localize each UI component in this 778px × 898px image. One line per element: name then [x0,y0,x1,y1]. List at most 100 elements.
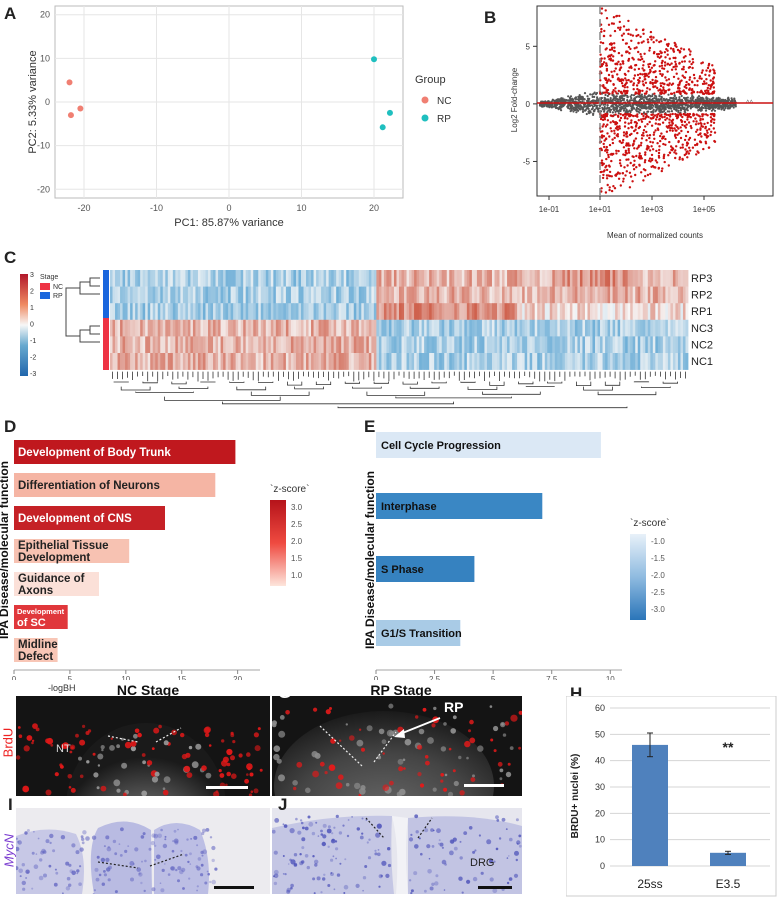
panel-label-a: A [4,4,17,23]
panel-e-xtick: 10 [606,675,615,680]
panel-a-point-rp [386,109,393,116]
panel-e-bar [376,620,461,646]
panel-h-xtick: E3.5 [716,877,741,891]
panel-label-e: E [364,417,376,436]
panel-d-bar [14,539,130,563]
panel-d-bar [14,506,165,530]
panel-c-row-label-rp2: RP2 [691,290,712,302]
panel-b-ylabel: Log2 Fold-change [510,67,519,132]
panel-e-legend-tick: -1.5 [651,554,665,563]
panel-i-mycn-image [16,808,270,894]
svg-text:of SC: of SC [17,617,46,629]
panel-c-stage-nc-bar [103,318,109,370]
panel-a-legend-nc: NC [437,96,451,107]
panel-e-legend-tick: -1.0 [651,537,665,546]
panel-c-stage-rp-bar [103,270,109,318]
panel-d-legend-tick: 1.5 [291,554,303,563]
panel-b-xlabel: Mean of normalized counts [607,231,703,240]
panel-c-heatmap: 3 2 1 0 -1 -2 -3 Stage NC RP RP3 RP2 RP1 NC3 NC2 NC… [20,270,713,409]
panel-e-ylabel: IPA Disease/molecular function [363,471,377,649]
panel-d-bar-label: Guidance of [18,573,85,585]
panel-d-bar [14,605,68,629]
panel-e-xtick: 5 [491,675,496,680]
panel-a-point-rp [371,56,377,63]
panel-a-xtick: -20 [77,203,90,213]
panel-g-brdu-image: RP [272,696,522,796]
panel-label-i: I [8,795,13,814]
panel-c-colorbar-tick: -2 [30,355,36,362]
panel-e-xtick: 7.5 [546,675,558,680]
panel-d-xtick: 10 [121,675,130,680]
panel-j-tissue-label: DRG [470,857,494,869]
panel-h-ylabel: BRDU+ nuclei (%) [570,754,581,839]
panel-e-legend-gradient [630,534,646,620]
panel-h-ytick: 30 [595,782,605,792]
panel-e-bar-label: Cell Cycle Progression [381,440,501,452]
panel-b-xtick: 1e-01 [539,205,560,214]
panel-a-ylabel: PC2: 5.33% variance [27,50,39,153]
panel-a-legend-rp-marker [421,114,429,122]
panel-d-xtick: 20 [233,675,242,680]
panel-e-legend-tick: -2.0 [651,571,665,580]
panel-c-row-label-nc3: NC3 [691,323,713,335]
panel-e-bar-label: S Phase [381,564,424,576]
panel-d-bar-chart: IPA Disease/molecular function Developme… [0,440,309,680]
panel-c-colorbar-tick: -1 [30,338,36,345]
panel-e-xtick: 0 [374,675,379,680]
panel-h-xtick: 25ss [637,877,662,891]
panel-d-xtick: 15 [177,675,186,680]
panel-a-legend-rp: RP [437,114,451,125]
panel-c-legend-rp-swatch [40,292,50,299]
panel-b-ytick: -5 [523,157,531,166]
panel-a-xtick: 20 [369,203,379,213]
panel-c-row-label-nc1: NC1 [691,356,713,368]
panel-d-legend-tick: 2.5 [291,520,303,529]
panel-e-bar [376,556,475,582]
panel-d-bar [14,473,216,497]
panel-b-ma-plot: ▵▵ 1e-01 1e+01 1e+03 1e+05 -5 0 5 Mean of nor… [510,5,774,240]
panel-j-mycn-image: DRG [272,808,522,894]
svg-text:Axons: Axons [18,585,53,597]
panel-h-ytick: 60 [595,703,605,713]
svg-text:Development: Development [18,552,90,564]
panel-d-bar-label: Development of Body Trunk [18,447,171,459]
panel-a-point-nc [67,112,74,119]
panel-h-ytick: 0 [600,861,605,871]
panel-e-bar [376,432,601,458]
panel-d-bar-label: Epithelial Tissue [18,540,109,552]
svg-text:Defect: Defect [18,651,53,663]
panel-f-title: NC Stage [116,682,180,698]
panel-c-row-label-nc2: NC2 [691,339,713,351]
panel-d-bar [14,572,99,596]
panel-a-point-rp [379,124,386,131]
panel-label-c: C [4,248,17,267]
panel-c-colorbar-tick: 0 [30,322,34,329]
panel-c-colorbar-tick: -3 [30,371,36,378]
panel-e-bar [376,493,543,519]
panel-a-xtick: 10 [296,203,306,213]
panel-e-bar-label: Interphase [381,501,437,513]
panel-a-ytick: 10 [40,53,50,63]
panel-b-ytick: 0 [526,100,531,109]
panel-e-xtick: 2.5 [429,675,441,680]
panel-g-title: RP Stage [370,682,432,698]
panel-d-xlabel: -logBH [48,683,76,693]
panel-a-ytick: -20 [37,184,50,194]
panel-c-legend-title: Stage [40,274,58,281]
panel-c-legend-nc: NC [53,284,63,291]
panel-e-bar-label: G1/S Transition [381,628,462,640]
panel-d-legend-gradient [270,500,286,586]
panel-i-side-label: MycN [1,833,17,868]
panel-c-legend-nc-swatch [40,283,50,290]
panel-d-bar-label: Development [17,607,65,616]
panel-d-bar [14,638,58,662]
panel-d-bar [14,440,236,464]
panel-d-bar-label: Differentiation of Neurons [18,480,160,492]
panel-a-point-nc [77,105,84,112]
panel-c-row-label-rp1: RP1 [691,306,712,318]
panel-label-j: J [278,795,288,814]
panel-h-ytick: 50 [595,729,605,739]
panel-a-xlabel: PC1: 85.87% variance [174,217,283,229]
panel-a-legend-title: Group [415,74,446,86]
panel-e-legend-title: `z-score` [630,517,669,529]
